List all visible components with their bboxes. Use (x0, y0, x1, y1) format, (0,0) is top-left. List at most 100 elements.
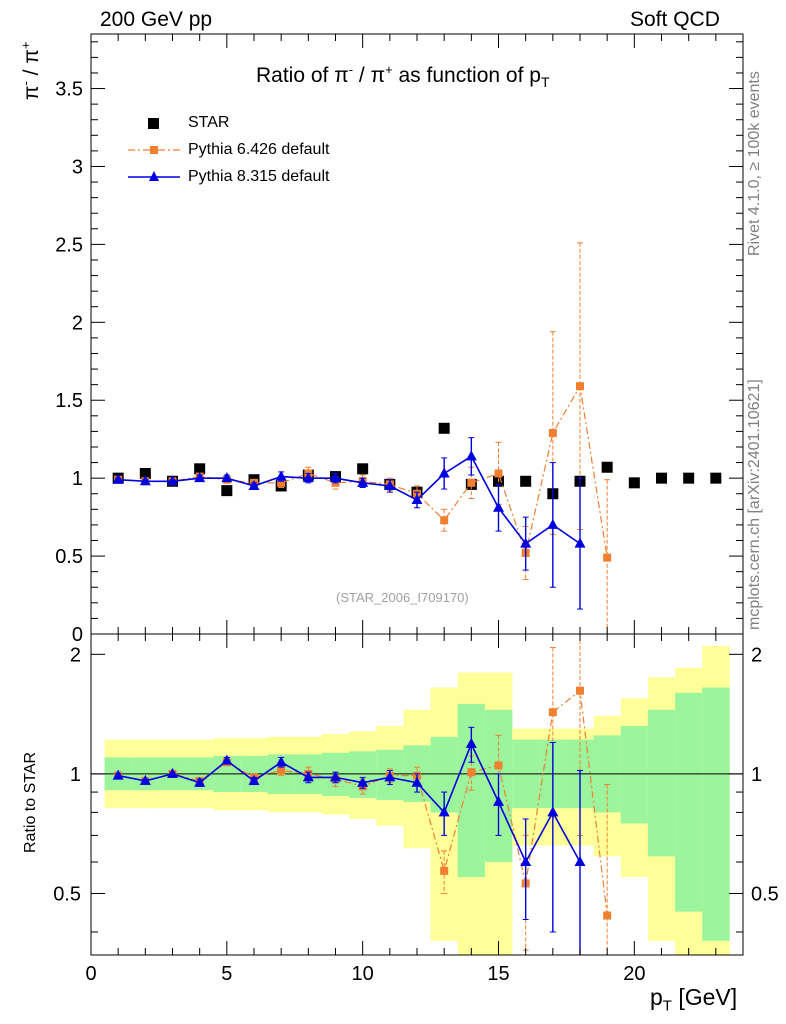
ratio-band-inner (702, 687, 730, 941)
x-tick-label: 10 (352, 963, 374, 985)
ratio-py8-point (248, 774, 260, 785)
main-py8-point (520, 537, 532, 548)
ratio-py8-line (118, 741, 581, 864)
legend-py8-label: Pythia 8.315 default (188, 168, 330, 185)
main-y-tick-label: 3.5 (55, 79, 83, 101)
main-star-point (139, 467, 151, 479)
main-y-tick-label: 1 (72, 468, 83, 490)
main-py8-point (547, 518, 559, 529)
main-py8-point (411, 493, 423, 504)
main-y-tick-label: 3 (72, 156, 83, 178)
main-y-tick-label: 0.5 (55, 546, 83, 568)
main-py6-point (467, 478, 476, 487)
main-star-point (683, 472, 695, 484)
ratio-py8-point (139, 774, 151, 785)
ratio-py6-point (603, 911, 612, 920)
x-tick-label: 5 (221, 963, 232, 985)
main-star-point (628, 477, 640, 489)
ratio-band-inner (620, 725, 649, 824)
ratio-py8-point (302, 771, 314, 782)
main-py6-point (440, 516, 449, 525)
main-py8-point (112, 473, 124, 484)
main-star-point (710, 472, 722, 484)
ratio-series-layer (91, 634, 743, 955)
main-y-tick-label: 0 (72, 624, 83, 646)
main-py6-point (548, 428, 557, 437)
ratio-py6-point (494, 761, 503, 770)
ratio-y-tick-label-right: 0.5 (751, 883, 779, 905)
main-py6-point (277, 478, 286, 487)
main-star-point (438, 422, 450, 434)
axes-layer: 0 5 10 15 20 0 0.5 1 1.5 2 2.5 3 3.5 0.5 0.5 1 1 2 2 (53, 33, 779, 985)
header-right: Soft QCD (630, 8, 720, 31)
main-star-point (601, 461, 613, 473)
analysis-id: (STAR_2006_I709170) (336, 590, 469, 605)
main-py8-point (167, 475, 178, 486)
x-tick-label: 20 (623, 963, 645, 985)
ratio-band-inner (647, 709, 676, 857)
main-py8-point (139, 475, 151, 486)
main-y-tick-label: 2 (72, 312, 83, 334)
main-py6-point (576, 382, 584, 391)
legend-py6-marker (150, 146, 158, 154)
ratio-py6-point (548, 708, 557, 717)
ratio-py8-point (438, 806, 450, 817)
legend-star-marker (148, 118, 159, 129)
main-py8-point (275, 470, 287, 481)
ratio-py8-point (493, 795, 504, 806)
main-y-tick-label: 2.5 (55, 234, 83, 256)
main-py8-point (574, 537, 586, 548)
main-py8-point (302, 472, 314, 483)
plot-title: Ratio of π- / π+ as function of pT (256, 62, 550, 91)
x-tick-label: 0 (85, 963, 96, 985)
header-left: 200 GeV pp (100, 8, 213, 31)
x-tick-label: 15 (487, 963, 509, 985)
ratio-py8-point (574, 856, 586, 867)
main-star-point (221, 485, 233, 497)
ratio-band-inner (349, 751, 377, 798)
ratio-bands-layer (104, 645, 730, 955)
ratio-py8-point (221, 754, 233, 765)
main-py8-point (465, 450, 477, 461)
ratio-py8-point (465, 737, 477, 748)
main-y-tick-label: 1.5 (55, 390, 83, 412)
main-series-layer (112, 242, 722, 634)
legend-markers (128, 118, 180, 181)
main-star-point (520, 475, 532, 487)
ratio-band-inner (675, 692, 703, 912)
main-py8-point (384, 479, 396, 490)
main-py8-point (438, 467, 450, 478)
ratio-py6-point (277, 766, 286, 775)
ratio-py8-point (330, 771, 341, 782)
main-py8-point (221, 472, 233, 483)
main-py8-point (194, 472, 206, 483)
main-star-point (194, 463, 206, 475)
main-star-point (357, 463, 369, 475)
ratio-y-tick-label-right: 2 (751, 644, 762, 666)
main-py8-point (357, 476, 369, 487)
ratio-py8-point (384, 771, 396, 782)
ratio-y-tick-label-left: 1 (70, 764, 81, 786)
main-py8-point (493, 501, 504, 512)
ratio-y-tick-label-right: 1 (751, 764, 762, 786)
main-py8-point (248, 479, 260, 490)
ratio-py8-point (167, 767, 178, 778)
main-py6-point (603, 553, 612, 562)
legend-star-label: STAR (188, 114, 230, 131)
ratio-py8-point (194, 776, 206, 787)
main-py8-line (118, 455, 581, 545)
legend-py6-label: Pythia 6.426 default (188, 141, 330, 158)
main-star-point (656, 472, 667, 484)
ratio-py8-point (357, 776, 369, 787)
ratio-y-tick-label-left: 2 (70, 644, 81, 666)
main-plot-frame (90, 33, 744, 635)
ratio-y-tick-label-left: 0.5 (53, 883, 81, 905)
ratio-py8-point (112, 769, 124, 780)
ratio-py8-point (520, 856, 532, 867)
legend-py8-marker (149, 171, 159, 181)
ratio-py6-point (467, 768, 476, 777)
main-py6-point (494, 469, 503, 478)
ratio-py8-point (547, 806, 559, 817)
x-axis-label: pT [GeV] (650, 984, 738, 1015)
